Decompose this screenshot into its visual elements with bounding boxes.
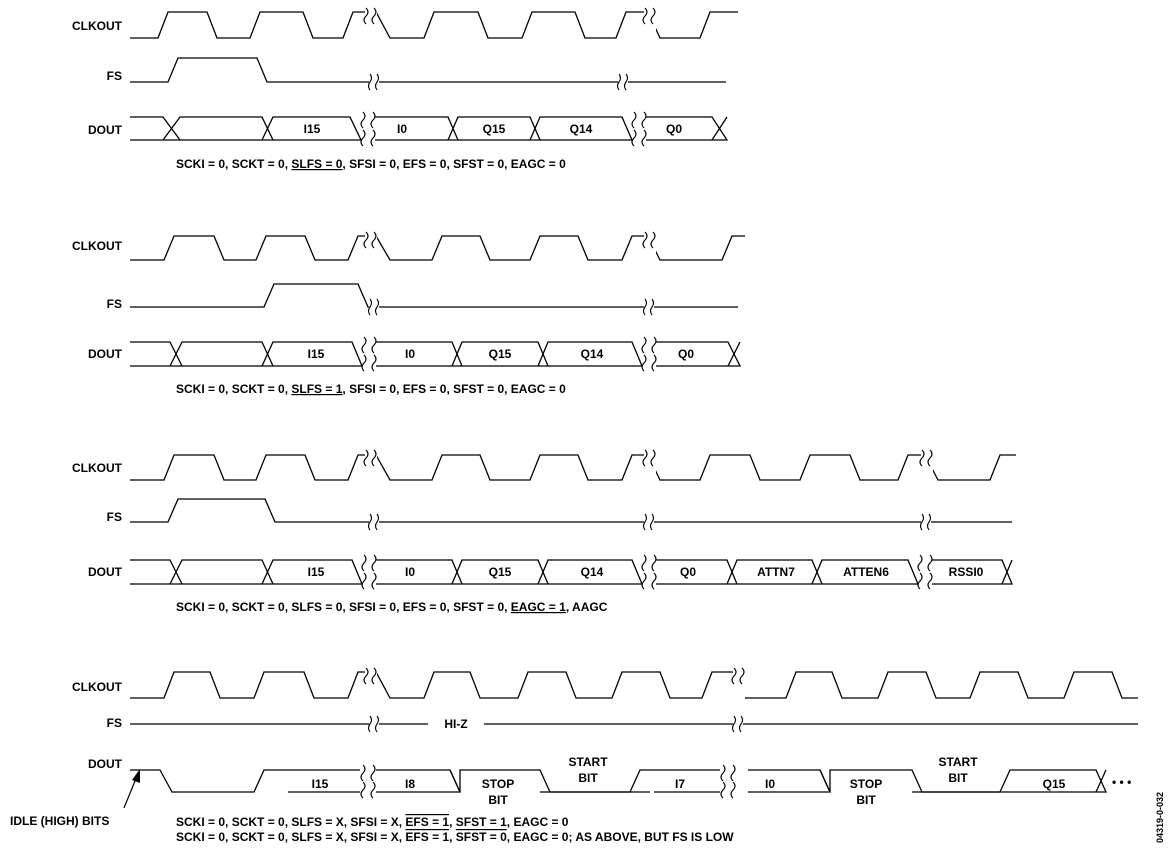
dout-cell: Q15 xyxy=(489,347,512,361)
hiz-label: HI-Z xyxy=(444,717,467,731)
stop-bit-label: BIT xyxy=(488,793,508,807)
dout-cell: I15 xyxy=(308,347,325,361)
dout-cell: Q15 xyxy=(483,122,506,136)
dout-cell: I8 xyxy=(405,777,415,791)
dout-label: DOUT xyxy=(88,565,123,579)
fs-label: FS xyxy=(107,510,122,524)
dout-break-2 xyxy=(641,336,657,372)
clkout-break-2 xyxy=(731,667,745,702)
clkout-break-2 xyxy=(642,449,656,484)
clkout-break-2 xyxy=(642,7,656,42)
dout-cell: I7 xyxy=(675,777,685,791)
dout-cell: I0 xyxy=(765,777,775,791)
dout-cell: I0 xyxy=(405,347,415,361)
dout-break-1 xyxy=(360,764,376,799)
dout-cell: ATTEN6 xyxy=(843,565,889,579)
fs-break-2 xyxy=(642,513,655,531)
clkout-break-1 xyxy=(363,449,377,484)
start-bit-label: BIT xyxy=(578,771,598,785)
clkout-break-3 xyxy=(919,449,933,484)
dout-cell: RSSI0 xyxy=(949,565,984,579)
dout-cell: Q15 xyxy=(489,565,512,579)
dout-label: DOUT xyxy=(88,757,123,771)
dout-cell: Q0 xyxy=(680,565,696,579)
dout-cell: Q14 xyxy=(581,565,604,579)
fs-break-3 xyxy=(919,513,932,531)
fs-label: FS xyxy=(107,69,122,83)
dout-cell: Q15 xyxy=(1043,777,1066,791)
condition-text: SCKI = 0, SCKT = 0, SLFS = 0, SFSI = 0, … xyxy=(176,157,566,171)
clkout-break-1 xyxy=(363,667,377,702)
fs-break-2 xyxy=(642,298,655,316)
dout-cell: I15 xyxy=(304,122,321,136)
fs-break-1 xyxy=(367,298,380,316)
dout-bus xyxy=(130,116,729,141)
dout-break-2 xyxy=(641,554,657,590)
stop-bit-label: BIT xyxy=(856,793,876,807)
dout-cell: Q0 xyxy=(666,122,682,136)
clkout-label: CLKOUT xyxy=(72,680,123,694)
clkout-label: CLKOUT xyxy=(72,461,123,475)
clkout-label: CLKOUT xyxy=(72,239,123,253)
fs-waveform xyxy=(130,498,1012,523)
dout-label: DOUT xyxy=(88,347,123,361)
fs-label: FS xyxy=(107,297,122,311)
clkout-waveform xyxy=(130,454,1016,481)
dout-break-2 xyxy=(631,111,647,147)
diagram-1: CLKOUT FS DOUT xyxy=(72,7,738,171)
fs-break-1 xyxy=(367,513,380,531)
dout-cell: I0 xyxy=(397,122,407,136)
dout-bus xyxy=(130,341,742,367)
stop-bit-label: STOP xyxy=(482,777,514,791)
clkout-break-1 xyxy=(363,231,377,266)
dout-cell: Q14 xyxy=(581,347,604,361)
condition-text: SCKI = 0, SCKT = 0, SLFS = X, SFSI = X, … xyxy=(176,815,569,829)
condition-text: SCKI = 0, SCKT = 0, SLFS = X, SFSI = X, … xyxy=(176,830,734,844)
stop-bit-label: STOP xyxy=(850,777,882,791)
start-bit-label: BIT xyxy=(948,771,968,785)
clkout-waveform xyxy=(130,235,745,261)
dout-cell: I15 xyxy=(312,777,329,791)
dout-break-1 xyxy=(361,336,377,372)
clkout-label: CLKOUT xyxy=(72,19,123,33)
diagram-4: CLKOUT FS HI-Z DOUT xyxy=(10,667,1138,844)
dout-cell: ATTN7 xyxy=(757,565,795,579)
clkout-waveform xyxy=(130,671,1138,699)
fs-break-1 xyxy=(367,715,380,733)
idle-label: IDLE (HIGH) BITS xyxy=(10,814,109,828)
condition-text: SCKI = 0, SCKT = 0, SLFS = 1, SFSI = 0, … xyxy=(176,382,566,396)
dout-break-1 xyxy=(361,554,377,590)
fs-break-2 xyxy=(616,73,629,91)
figure-id: 04319-0-032 xyxy=(1155,792,1165,843)
clkout-waveform xyxy=(130,11,738,39)
fs-break-2 xyxy=(731,715,744,733)
dout-cell: Q0 xyxy=(678,347,694,361)
ellipsis: • • • xyxy=(1112,775,1131,789)
dout-cell: I15 xyxy=(308,565,325,579)
fs-break-1 xyxy=(367,73,380,91)
dout-break-3 xyxy=(917,554,933,590)
dout-bus xyxy=(130,769,1108,793)
dout-label: DOUT xyxy=(88,123,123,137)
idle-arrow xyxy=(123,769,140,809)
dout-break-2 xyxy=(720,764,736,799)
diagram-3: CLKOUT FS DOUT xyxy=(72,449,1016,614)
dout-break-1 xyxy=(360,111,376,147)
condition-text: SCKI = 0, SCKT = 0, SLFS = 0, SFSI = 0, … xyxy=(176,600,608,614)
clkout-break-2 xyxy=(642,231,656,266)
start-bit-label: START xyxy=(568,755,608,769)
dout-cell: I0 xyxy=(405,565,415,579)
start-bit-label: START xyxy=(938,755,978,769)
fs-waveform xyxy=(130,283,738,308)
dout-cell: Q14 xyxy=(570,122,593,136)
fs-label: FS xyxy=(107,716,122,730)
diagram-2: CLKOUT FS DOUT xyxy=(72,231,745,396)
dout-bus xyxy=(130,559,1013,585)
clkout-break-1 xyxy=(363,7,377,42)
fs-waveform xyxy=(130,57,726,83)
